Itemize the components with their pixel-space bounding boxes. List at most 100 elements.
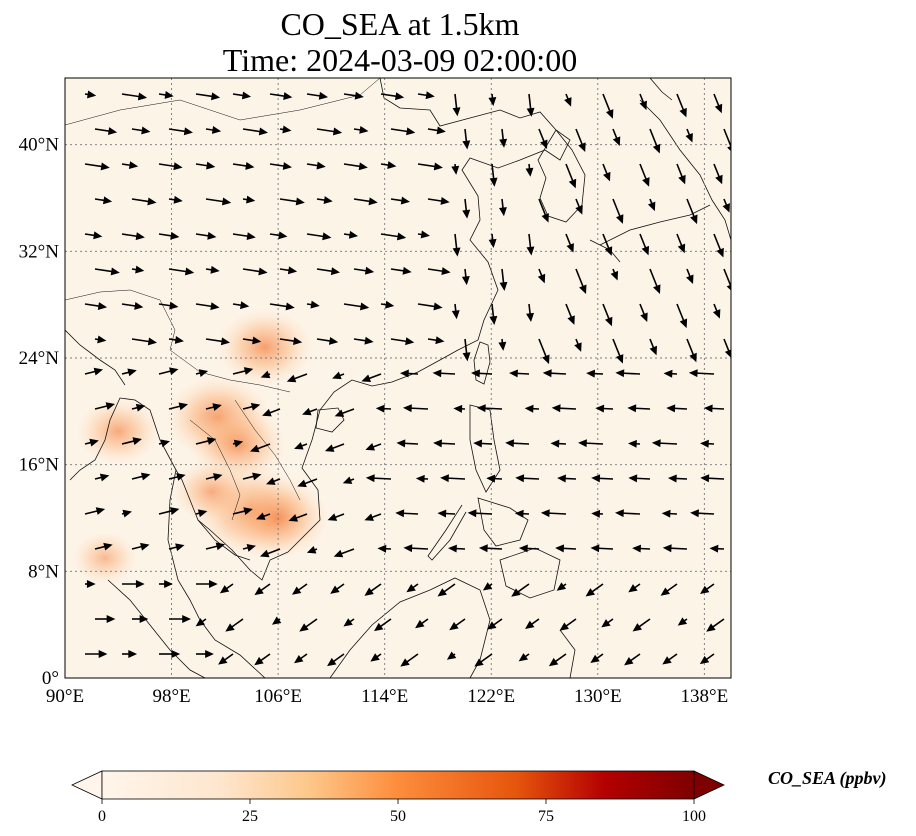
wind-arrow	[195, 231, 217, 240]
wind-arrow	[575, 128, 586, 152]
co-plume	[171, 458, 253, 524]
colorbar-body	[101, 770, 695, 800]
coastline-korea	[537, 129, 586, 223]
wind-arrow	[259, 548, 281, 558]
wind-arrow	[225, 618, 244, 632]
wind-arrow	[195, 302, 220, 311]
coastline-taiwan	[473, 341, 491, 385]
wind-arrow	[453, 404, 466, 413]
wind-arrow	[260, 370, 271, 379]
wind-arrow	[505, 439, 530, 448]
wind-arrow	[518, 544, 540, 553]
wind-arrow	[537, 268, 546, 284]
wind-arrow	[639, 163, 650, 187]
wind-arrow	[94, 196, 113, 205]
wind-arrow	[218, 653, 234, 665]
wind-arrow	[661, 509, 678, 518]
wind-arrow	[564, 93, 572, 107]
wind-arrow	[121, 368, 137, 377]
wind-arrow	[602, 93, 614, 119]
wind-arrow	[196, 650, 214, 658]
wind-arrow	[132, 615, 149, 623]
wind-arrow	[432, 369, 456, 378]
wind-arrow	[205, 473, 223, 481]
wind-arrow	[406, 583, 419, 593]
wind-arrow	[279, 266, 298, 275]
wind-arrow	[279, 197, 305, 206]
wind-arrow	[168, 473, 186, 481]
coastline-hainan	[315, 407, 345, 433]
wind-arrow	[526, 93, 535, 117]
wind-arrow	[688, 369, 715, 378]
wind-arrow	[557, 474, 577, 483]
wind-arrow	[121, 161, 139, 170]
lon-tick-label: 106°E	[254, 686, 302, 707]
wind-arrow	[627, 404, 651, 413]
wind-arrow	[488, 233, 497, 249]
wind-arrow	[427, 336, 445, 345]
wind-arrow	[195, 369, 209, 377]
wind-arrow	[158, 90, 174, 99]
wind-arrow	[690, 509, 715, 518]
wind-arrow	[628, 583, 641, 593]
wind-arrow	[242, 195, 256, 204]
wind-arrow	[452, 233, 461, 257]
wind-arrow	[288, 513, 308, 522]
wind-arrow	[487, 618, 503, 630]
wind-arrow	[158, 231, 180, 240]
wind-arrow	[524, 404, 540, 413]
wind-arrow	[84, 162, 110, 171]
wind-arrow	[602, 163, 611, 182]
wind-arrow	[131, 542, 150, 551]
wind-arrow	[709, 544, 725, 553]
lat-tick-label: 16°N	[19, 455, 60, 476]
wind-arrow	[168, 195, 183, 204]
wind-arrow	[542, 369, 567, 378]
wind-arrow	[427, 267, 451, 276]
wind-arrow	[232, 301, 250, 310]
colorbar: 0 25 50 75 100	[71, 770, 725, 825]
wind-arrow	[488, 93, 497, 107]
wind-arrow	[306, 300, 320, 309]
wind-arrow	[712, 303, 721, 319]
border-laos-vietnam	[234, 399, 301, 501]
wind-arrow	[159, 650, 181, 658]
wind-arrow	[242, 544, 257, 552]
wind-arrow	[94, 542, 113, 551]
coastline-gulf-thailand	[197, 519, 251, 561]
wind-arrow	[402, 404, 429, 413]
wind-arrow	[649, 268, 661, 294]
wind-arrow	[591, 474, 614, 483]
wind-arrow	[294, 442, 308, 450]
wind-arrow	[676, 233, 686, 254]
wind-arrow	[85, 580, 96, 588]
wind-arrow	[515, 474, 540, 483]
coastline-china	[287, 78, 571, 553]
wind-arrow	[316, 196, 333, 205]
wind-arrow	[474, 653, 493, 667]
wind-arrow	[364, 513, 382, 521]
wind-arrow	[649, 338, 658, 356]
wind-arrow	[380, 232, 407, 241]
wind-arrow	[624, 653, 641, 666]
wind-arrow	[575, 198, 583, 215]
wind-arrow	[316, 267, 341, 276]
wind-arrow	[158, 507, 180, 515]
wind-arrow	[94, 127, 118, 135]
wind-arrow	[269, 231, 288, 240]
wind-arrow	[364, 583, 382, 596]
wind-arrow	[538, 198, 549, 223]
wind-arrow	[327, 513, 345, 521]
border-china-south	[169, 349, 291, 393]
wind-arrow	[511, 583, 530, 597]
wind-arrow	[121, 509, 132, 518]
wind-arrow	[486, 474, 503, 483]
wind-arrow	[417, 230, 430, 239]
wind-arrow	[205, 265, 220, 274]
wind-arrow	[538, 338, 550, 365]
wind-arrow	[498, 198, 507, 217]
wind-arrow	[94, 335, 107, 344]
wind-arrow	[271, 616, 282, 625]
wind-arrow	[334, 408, 355, 417]
wind-arrow	[647, 198, 656, 212]
